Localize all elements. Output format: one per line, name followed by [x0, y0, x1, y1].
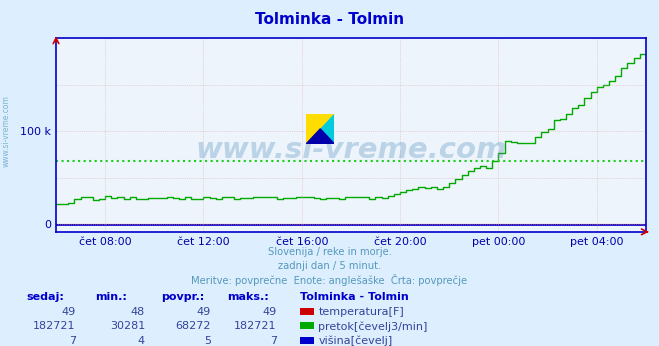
- Text: pretok[čevelj3/min]: pretok[čevelj3/min]: [318, 321, 428, 332]
- Text: www.si-vreme.com: www.si-vreme.com: [195, 136, 507, 164]
- Text: Slovenija / reke in morje.: Slovenija / reke in morje.: [268, 247, 391, 257]
- Text: 49: 49: [61, 307, 76, 317]
- Polygon shape: [306, 114, 334, 144]
- Text: 182721: 182721: [34, 321, 76, 331]
- Text: 30281: 30281: [110, 321, 145, 331]
- Text: 7: 7: [69, 336, 76, 346]
- Text: 49: 49: [196, 307, 211, 317]
- Text: Tolminka - Tolmin: Tolminka - Tolmin: [255, 12, 404, 27]
- Text: 4: 4: [138, 336, 145, 346]
- Text: višina[čevelj]: višina[čevelj]: [318, 336, 393, 346]
- Text: 7: 7: [270, 336, 277, 346]
- Text: Tolminka - Tolmin: Tolminka - Tolmin: [300, 292, 409, 302]
- Polygon shape: [306, 129, 334, 144]
- Text: temperatura[F]: temperatura[F]: [318, 307, 404, 317]
- Text: povpr.:: povpr.:: [161, 292, 205, 302]
- Text: sedaj:: sedaj:: [26, 292, 64, 302]
- Text: 68272: 68272: [175, 321, 211, 331]
- Text: 5: 5: [204, 336, 211, 346]
- Text: 48: 48: [130, 307, 145, 317]
- Text: 49: 49: [262, 307, 277, 317]
- Polygon shape: [306, 114, 334, 144]
- Text: www.si-vreme.com: www.si-vreme.com: [2, 95, 11, 167]
- Text: 182721: 182721: [235, 321, 277, 331]
- Text: min.:: min.:: [96, 292, 127, 302]
- Text: zadnji dan / 5 minut.: zadnji dan / 5 minut.: [278, 261, 381, 271]
- Text: Meritve: povprečne  Enote: anglešaške  Črta: povprečje: Meritve: povprečne Enote: anglešaške Črt…: [191, 274, 468, 286]
- Text: maks.:: maks.:: [227, 292, 269, 302]
